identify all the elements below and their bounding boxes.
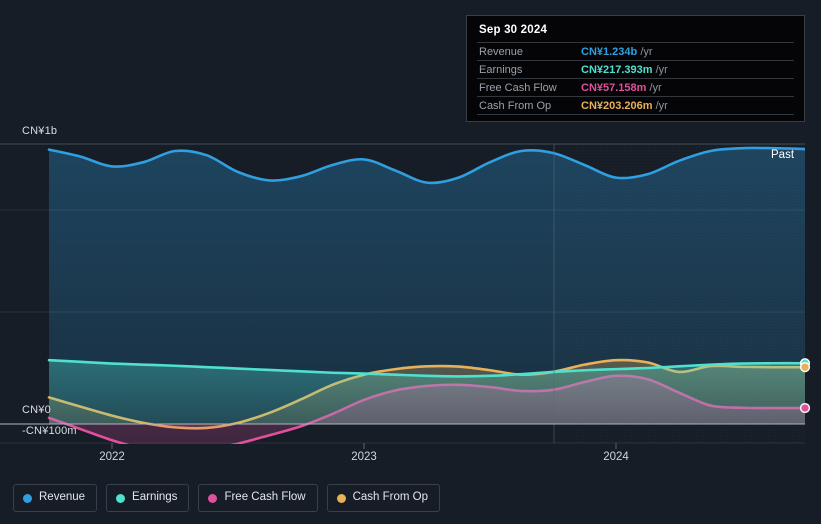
- tooltip-row-value: CN¥217.393m /yr: [581, 64, 668, 76]
- forecast-region: [554, 144, 805, 444]
- legend-item-earnings[interactable]: Earnings: [106, 484, 190, 512]
- tooltip-row: Revenue CN¥1.234b /yr: [477, 42, 794, 60]
- legend-item-free-cash-flow[interactable]: Free Cash Flow: [198, 484, 318, 512]
- tooltip-row-amount: CN¥203.206m: [581, 99, 653, 112]
- legend-item-label: Revenue: [39, 491, 86, 504]
- legend-item-label: Cash From Op: [352, 491, 429, 504]
- legend-color-dot-icon: [23, 493, 32, 503]
- tooltip-row-period: /yr: [652, 63, 668, 76]
- y-axis-label-zero: CN¥0: [22, 404, 51, 416]
- legend-color-dot-icon: [208, 493, 218, 503]
- tooltip-row-value: CN¥57.158m /yr: [581, 82, 662, 94]
- legend-color-dot-icon: [116, 493, 126, 503]
- tooltip-row: Cash From Op CN¥203.206m /yr: [477, 96, 794, 115]
- legend-item-cash-from-op[interactable]: Cash From Op: [326, 484, 441, 512]
- past-period-label: Past: [771, 149, 795, 161]
- legend-item-label: Earnings: [132, 491, 178, 504]
- tooltip-row: Earnings CN¥217.393m /yr: [477, 60, 794, 78]
- tooltip-row-key: Cash From Op: [479, 99, 552, 112]
- tooltip-row-amount: CN¥1.234b: [581, 45, 638, 58]
- legend-color-dot-icon: [336, 493, 346, 503]
- endpoint-marker-cash-from-op: [799, 362, 811, 373]
- tooltip-row-key: Earnings: [479, 63, 523, 76]
- tooltip-row-value: CN¥1.234b /yr: [581, 46, 653, 58]
- x-axis-tick-label: 2022: [99, 451, 125, 463]
- tooltip-row-period: /yr: [637, 45, 653, 58]
- tooltip-row-amount: CN¥217.393m: [581, 63, 653, 76]
- chart-svg: [0, 143, 811, 449]
- tooltip-row-value: CN¥203.206m /yr: [581, 100, 668, 112]
- tooltip-row-period: /yr: [652, 99, 668, 112]
- chart-legend: Revenue Earnings Free Cash Flow Cash From O…: [13, 484, 441, 512]
- legend-item-label: Free Cash Flow: [224, 491, 306, 504]
- x-axis-tick-label: 2023: [351, 451, 377, 463]
- tooltip-row: Free Cash Flow CN¥57.158m /yr: [477, 78, 794, 96]
- endpoint-marker-free-cash-flow: [799, 402, 811, 414]
- series-endpoint-markers: [799, 358, 811, 414]
- x-axis-tick-label: 2024: [603, 451, 629, 463]
- x-tick-marks: [111, 443, 617, 449]
- tooltip-row-key: Revenue: [479, 45, 524, 58]
- legend-item-revenue[interactable]: Revenue: [13, 484, 98, 512]
- plot-area: [0, 143, 811, 449]
- tooltip-row-key: Free Cash Flow: [479, 81, 557, 94]
- tooltip-row-period: /yr: [646, 81, 662, 94]
- tooltip-date: Sep 30 2024: [479, 24, 548, 36]
- data-tooltip: Sep 30 2024 Revenue CN¥1.234b /yr Earnings…: [466, 15, 805, 122]
- tooltip-rows: Revenue CN¥1.234b /yr Earnings CN¥217.393m …: [477, 42, 794, 115]
- y-axis-label-bottom: -CN¥100m: [22, 425, 77, 437]
- tooltip-row-amount: CN¥57.158m: [581, 81, 647, 94]
- y-axis-label-top: CN¥1b: [22, 125, 58, 137]
